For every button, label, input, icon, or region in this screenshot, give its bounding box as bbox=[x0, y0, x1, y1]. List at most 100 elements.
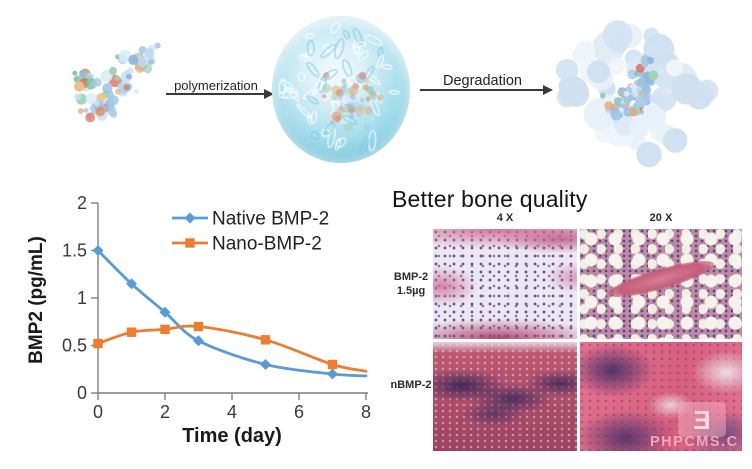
cloud-fragment bbox=[555, 58, 579, 82]
watermark-text: PHPCMS.C bbox=[650, 434, 739, 450]
gel-squiggle bbox=[341, 58, 353, 78]
gel-squiggle bbox=[329, 21, 341, 34]
gel-squiggle bbox=[306, 95, 320, 105]
molecule-blob bbox=[126, 73, 132, 80]
embedded-molecule-dot bbox=[364, 124, 370, 130]
gel-squiggle bbox=[304, 32, 316, 40]
embedded-molecule-dot bbox=[363, 77, 370, 84]
molecule-blob bbox=[624, 108, 631, 116]
gel-squiggle bbox=[352, 27, 364, 46]
cloud-fragment bbox=[662, 128, 688, 153]
embedded-molecule-dot bbox=[362, 84, 369, 91]
histology-panel-title: Better bone quality bbox=[392, 186, 588, 212]
molecule-blob bbox=[600, 93, 606, 99]
data-point bbox=[193, 321, 204, 332]
native-bmp2-molecule-illustration bbox=[72, 42, 161, 123]
gel-squiggle bbox=[312, 80, 323, 95]
embedded-molecule-dot bbox=[359, 97, 365, 103]
cloud-fragment bbox=[559, 76, 589, 106]
molecule-blob bbox=[642, 71, 651, 80]
data-point bbox=[193, 335, 204, 347]
gel-squiggle bbox=[295, 103, 313, 120]
molecule-blob bbox=[648, 70, 659, 81]
polymerization-arrow: polymerization bbox=[166, 78, 274, 99]
molecule-blob bbox=[85, 93, 97, 105]
cloud-fragment bbox=[587, 60, 610, 84]
molecule-blob bbox=[623, 96, 632, 105]
molecule-blob bbox=[73, 93, 82, 101]
molecule-blob bbox=[92, 77, 102, 87]
molecule-blob bbox=[128, 54, 139, 65]
cloud-fragment bbox=[602, 20, 633, 51]
x-tick-label: 8 bbox=[361, 402, 371, 422]
molecule-blob bbox=[74, 81, 85, 92]
gel-squiggle bbox=[380, 63, 393, 70]
gel-squiggle bbox=[320, 43, 337, 59]
data-point bbox=[126, 278, 137, 290]
gel-squiggle bbox=[277, 90, 299, 99]
gel-squiggle bbox=[306, 39, 315, 57]
gel-squiggle bbox=[321, 68, 338, 82]
histology-image-bmp2-4x bbox=[433, 229, 577, 339]
molecule-blob bbox=[133, 88, 140, 95]
embedded-molecule-dot bbox=[343, 122, 354, 132]
x-tick-label: 2 bbox=[160, 402, 170, 422]
data-point bbox=[260, 359, 271, 370]
gel-squiggle bbox=[296, 71, 306, 82]
molecule-blob bbox=[143, 64, 153, 74]
embedded-molecule-dot bbox=[323, 72, 330, 79]
molecule-blob bbox=[137, 57, 148, 68]
molecule-blob bbox=[623, 90, 630, 97]
embedded-molecule-dot bbox=[349, 93, 356, 100]
gel-squiggle bbox=[310, 130, 320, 141]
molecule-blob bbox=[77, 108, 84, 114]
data-point bbox=[160, 324, 170, 335]
molecule-blob bbox=[118, 49, 132, 63]
cloud-fragment bbox=[607, 57, 625, 75]
molecule-blob bbox=[108, 66, 118, 76]
molecule-blob bbox=[147, 58, 155, 65]
embedded-molecule-dot bbox=[365, 106, 373, 115]
gel-squiggle bbox=[357, 50, 370, 62]
embedded-molecule-dot bbox=[348, 85, 359, 96]
embedded-molecule-dot bbox=[321, 94, 327, 99]
cloud-fragment bbox=[575, 40, 596, 62]
y-tick-label: 2 bbox=[77, 193, 87, 213]
molecule-blob bbox=[620, 103, 627, 109]
gel-squiggle bbox=[377, 46, 384, 58]
gel-squiggle bbox=[335, 137, 347, 149]
molecule-blob bbox=[640, 60, 649, 68]
row-label-bmp2: BMP-2 1.5µg bbox=[393, 271, 429, 297]
embedded-molecule-dot bbox=[330, 120, 335, 125]
embedded-molecule-dot bbox=[365, 96, 371, 102]
cloud-fragment bbox=[671, 73, 703, 105]
series-line-0 bbox=[96, 249, 368, 378]
molecule-blob bbox=[635, 97, 646, 108]
molecule-blob bbox=[109, 110, 118, 118]
magnification-header-20x: 20 X bbox=[649, 212, 673, 224]
gel-squiggle bbox=[306, 61, 320, 78]
molecule-blob bbox=[103, 83, 113, 92]
legend-label: Nano-BMP-2 bbox=[212, 234, 322, 255]
watermark-logo: Ǝ bbox=[678, 402, 726, 437]
embedded-molecule-dot bbox=[347, 104, 354, 111]
molecule-blob bbox=[154, 42, 161, 49]
cloud-fragment bbox=[643, 33, 675, 65]
data-point bbox=[159, 306, 171, 318]
gel-squiggle bbox=[376, 54, 385, 69]
y-tick-label: 1.5 bbox=[62, 241, 87, 261]
cloud-fragment bbox=[629, 118, 649, 139]
cloud-fragment bbox=[636, 141, 662, 168]
legend-marker bbox=[185, 238, 195, 248]
gel-squiggle bbox=[342, 29, 351, 40]
polymerization-label: polymerization bbox=[174, 78, 258, 93]
embedded-molecule-dot bbox=[341, 78, 347, 84]
embedded-molecule-dot bbox=[358, 71, 367, 80]
gel-squiggle bbox=[281, 79, 294, 91]
molecule-blob bbox=[646, 56, 654, 65]
series-line-1 bbox=[96, 324, 368, 373]
histology-image-nbmp2-4x bbox=[433, 342, 577, 451]
data-point bbox=[93, 338, 103, 349]
molecule-blob bbox=[123, 84, 130, 91]
